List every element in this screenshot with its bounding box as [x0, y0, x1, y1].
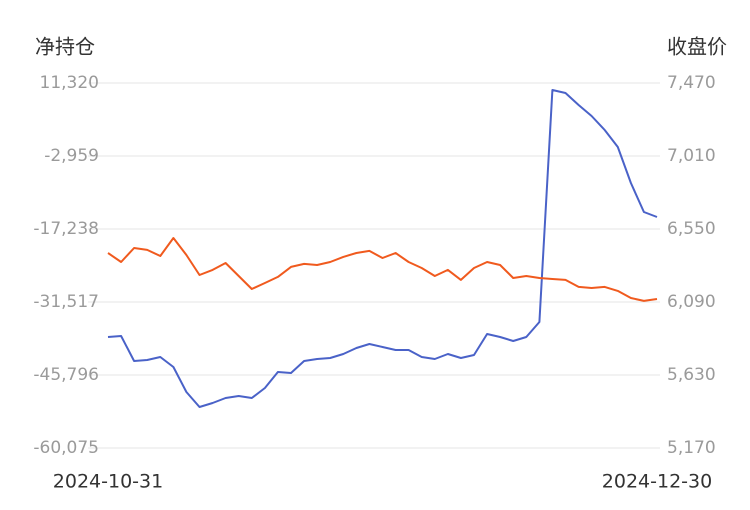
y2-tick-label: 5,630: [667, 365, 716, 385]
y2-axis-title: 收盘价: [667, 35, 727, 59]
x-tick-label: 2024-12-30: [602, 471, 712, 493]
y2-tick-label: 5,170: [667, 438, 716, 458]
y-axis-title: 净持仓: [35, 35, 95, 59]
y-tick-label: -31,517: [33, 292, 99, 312]
y2-tick-label: 7,010: [667, 146, 716, 166]
series-line: [107, 89, 658, 408]
y2-tick-label: 7,470: [667, 73, 716, 93]
series-line: [107, 237, 658, 302]
y2-tick-label: 6,550: [667, 219, 716, 239]
y-tick-label: -45,796: [33, 365, 99, 385]
x-tick-label: 2024-10-31: [53, 471, 163, 493]
y-tick-label: 11,320: [40, 73, 99, 93]
y2-tick-label: 6,090: [667, 292, 716, 312]
y-tick-label: -17,238: [33, 219, 99, 239]
y-tick-label: -2,959: [44, 146, 99, 166]
y-tick-label: -60,075: [33, 438, 99, 458]
